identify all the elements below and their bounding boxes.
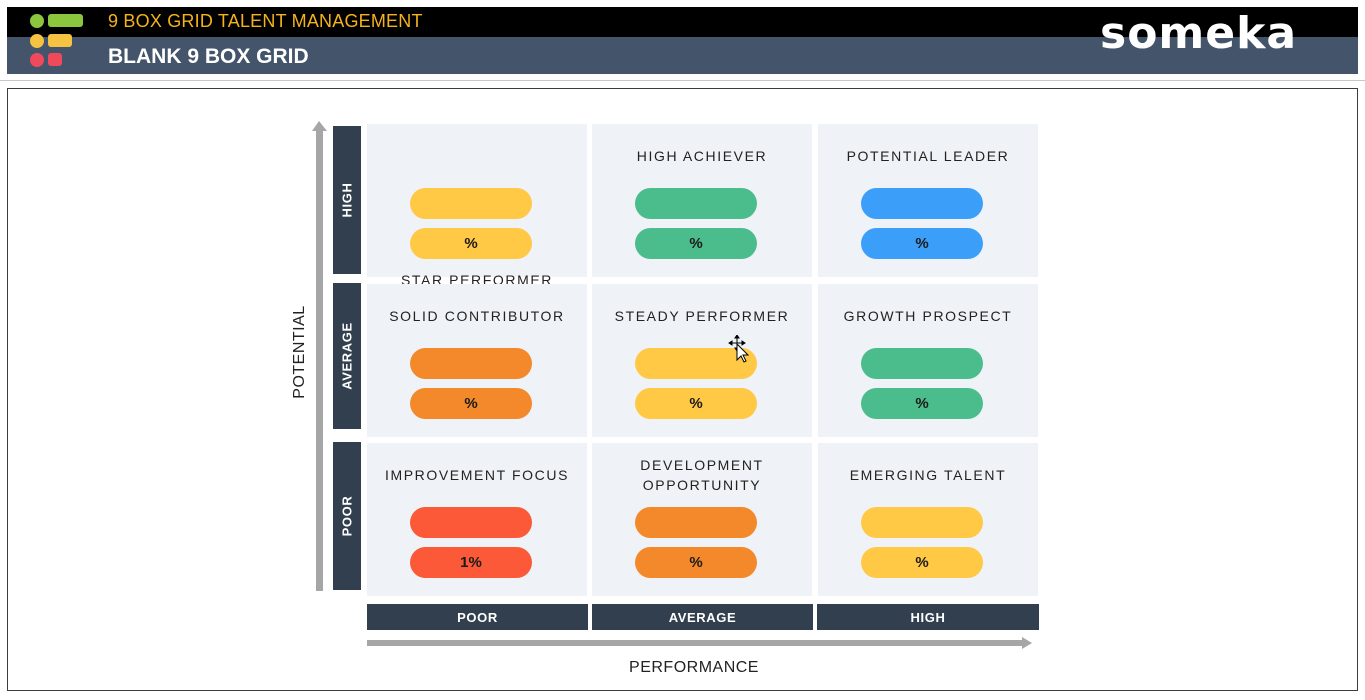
row-header-average: AVERAGE xyxy=(333,283,361,429)
row-header-poor: POOR xyxy=(333,442,361,590)
move-cursor-icon xyxy=(728,335,750,363)
column-header-poor: POOR xyxy=(367,604,588,630)
box-title-line2: OPPORTUNITY xyxy=(642,477,762,493)
count-pill[interactable] xyxy=(861,507,983,538)
percent-pill[interactable]: % xyxy=(635,547,757,578)
box-title-line1: DEVELOPMENT xyxy=(640,457,764,473)
percent-pill[interactable]: % xyxy=(861,547,983,578)
percent-pill[interactable]: % xyxy=(410,228,532,259)
percent-pill[interactable]: 1% xyxy=(410,547,532,578)
happy-face-icon xyxy=(30,14,44,28)
count-pill[interactable] xyxy=(410,507,532,538)
box-potential-leader[interactable]: POTENTIAL LEADER % xyxy=(818,124,1038,277)
percent-pill[interactable]: % xyxy=(635,388,757,419)
count-pill[interactable] xyxy=(861,188,983,219)
box-development-opportunity[interactable]: DEVELOPMENT OPPORTUNITY % xyxy=(592,443,812,596)
box-title: STEADY PERFORMER xyxy=(614,308,790,324)
box-solid-contributor[interactable]: SOLID CONTRIBUTOR % xyxy=(367,284,587,437)
count-pill[interactable] xyxy=(861,348,983,379)
logo-bar-green xyxy=(48,14,83,27)
potential-axis-label: POTENTIAL xyxy=(291,305,308,399)
header-divider xyxy=(0,80,1365,81)
page-title: BLANK 9 BOX GRID xyxy=(108,45,309,68)
column-header-average: AVERAGE xyxy=(592,604,813,630)
count-pill[interactable] xyxy=(635,507,757,538)
brand-logo[interactable]: someka xyxy=(1100,8,1298,59)
percent-pill[interactable]: % xyxy=(861,388,983,419)
arrow-right-icon xyxy=(1022,637,1032,649)
box-title: IMPROVEMENT FOCUS xyxy=(384,467,570,483)
count-pill[interactable] xyxy=(410,188,532,219)
performance-axis-line xyxy=(367,640,1023,646)
box-growth-prospect[interactable]: GROWTH PROSPECT % xyxy=(818,284,1038,437)
percent-pill[interactable]: % xyxy=(861,228,983,259)
logo-bar-yellow xyxy=(48,34,72,47)
header-bottom-bar xyxy=(7,37,1358,74)
app-title: 9 BOX GRID TALENT MANAGEMENT xyxy=(108,11,423,31)
percent-pill[interactable]: % xyxy=(410,388,532,419)
row-header-label: POOR xyxy=(339,495,355,537)
box-title: SOLID CONTRIBUTOR xyxy=(389,308,565,324)
box-title: HIGH ACHIEVER xyxy=(636,148,768,164)
logo-bar-red xyxy=(48,53,62,66)
box-high-achiever[interactable]: HIGH ACHIEVER % xyxy=(592,124,812,277)
box-title: POTENTIAL LEADER xyxy=(846,148,1010,164)
percent-pill[interactable]: % xyxy=(635,228,757,259)
performance-axis-label: PERFORMANCE xyxy=(629,659,759,676)
header-top-bar xyxy=(7,7,1358,37)
box-title: GROWTH PROSPECT xyxy=(843,308,1013,324)
row-header-label: AVERAGE xyxy=(339,322,355,390)
column-header-high: HIGH xyxy=(817,604,1039,630)
row-header-label: HIGH xyxy=(339,182,355,218)
box-steady-performer[interactable]: STEADY PERFORMER % xyxy=(592,284,812,437)
count-pill[interactable] xyxy=(410,348,532,379)
box-emerging-talent[interactable]: EMERGING TALENT % xyxy=(818,443,1038,596)
neutral-face-icon xyxy=(30,34,44,48)
box-improvement-focus[interactable]: IMPROVEMENT FOCUS 1% xyxy=(367,443,587,596)
box-star-performer[interactable]: STAR PERFORMER % xyxy=(367,124,587,288)
sad-face-icon xyxy=(30,53,44,67)
arrow-up-icon xyxy=(312,121,327,131)
count-pill[interactable] xyxy=(635,188,757,219)
row-header-high: HIGH xyxy=(333,126,361,274)
potential-axis-line xyxy=(316,130,323,591)
box-title: EMERGING TALENT xyxy=(849,467,1007,483)
